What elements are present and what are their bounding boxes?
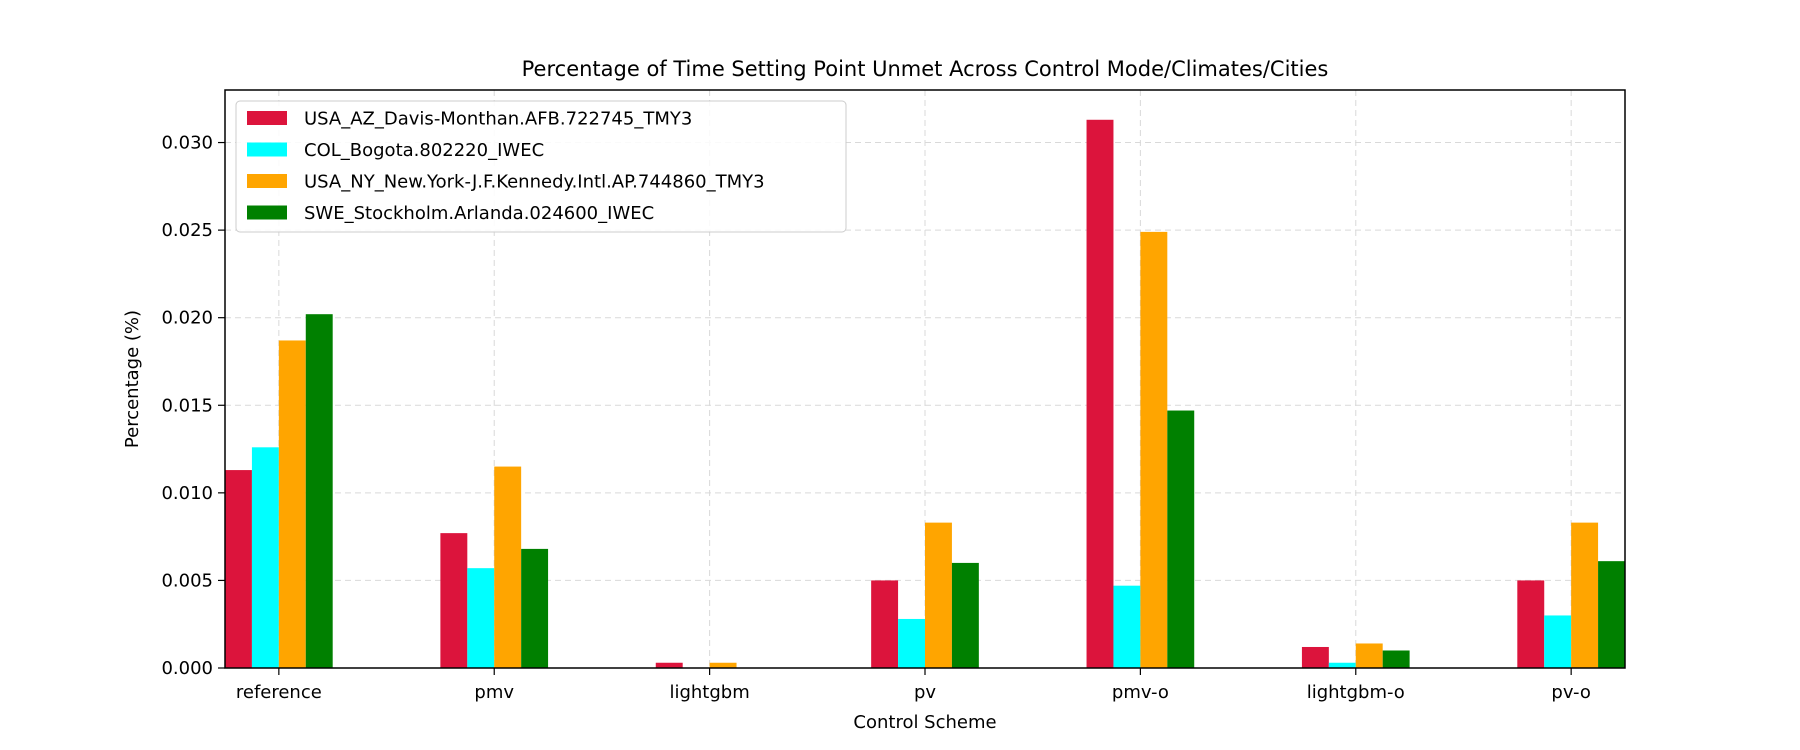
legend-swatch (247, 174, 287, 188)
legend-swatch (247, 142, 287, 157)
bar (1113, 585, 1141, 668)
x-axis-title: Control Scheme (853, 712, 996, 733)
bar (251, 447, 279, 668)
y-tick-label: 0.005 (161, 570, 213, 591)
bar (1167, 410, 1195, 668)
x-tick-label: pv-o (1551, 682, 1590, 703)
x-tick-label: pv (914, 682, 936, 703)
x-tick-label: lightgbm-o (1307, 682, 1405, 703)
bar (440, 533, 468, 668)
legend-label: SWE_Stockholm.Arlanda.024600_IWEC (304, 203, 654, 224)
y-axis: 0.000 0.005 0.010 0.015 0.020 0.025 0.030 (161, 133, 225, 679)
bar (1544, 615, 1572, 668)
bar (521, 548, 549, 668)
x-tick-label: lightgbm (669, 682, 749, 703)
legend: USA_AZ_Davis-Monthan.AFB.722745_TMY3 COL_… (235, 100, 847, 233)
bar (1140, 231, 1168, 668)
x-tick-label: pmv-o (1112, 682, 1169, 703)
y-tick-label: 0.020 (161, 308, 213, 329)
bar (1517, 580, 1545, 668)
bar (655, 662, 683, 668)
bar (951, 562, 979, 668)
y-tick-label: 0.010 (161, 483, 213, 504)
legend-label: USA_AZ_Davis-Monthan.AFB.722745_TMY3 (304, 109, 692, 130)
bar (1382, 650, 1410, 668)
bar (709, 662, 737, 668)
x-tick-label: reference (236, 682, 322, 703)
bar (225, 470, 252, 668)
bar (305, 314, 333, 668)
bar (467, 568, 495, 668)
bar (1598, 561, 1625, 668)
legend-label: USA_NY_New.York-J.F.Kennedy.Intl.AP.7448… (304, 172, 765, 193)
bar (1571, 522, 1599, 668)
bar (278, 340, 306, 668)
y-axis-title: Percentage (%) (122, 310, 143, 448)
legend-swatch (247, 205, 287, 220)
bar (1086, 119, 1114, 668)
x-axis: reference pmv lightgbm pv pmv-o lightgbm-o pv-… (236, 668, 1591, 703)
bar (1355, 643, 1383, 668)
y-tick-label: 0.000 (161, 658, 213, 679)
legend-label: COL_Bogota.802220_IWEC (304, 140, 544, 161)
x-tick-label: pmv (474, 682, 514, 703)
legend-box (235, 100, 847, 233)
bar (1301, 646, 1329, 668)
y-tick-label: 0.030 (161, 133, 213, 154)
bar (871, 580, 899, 668)
bar (494, 466, 522, 668)
chart-title: Percentage of Time Setting Point Unmet A… (522, 57, 1329, 81)
bar (898, 618, 925, 668)
y-tick-label: 0.025 (161, 220, 213, 241)
bar (1328, 662, 1356, 668)
legend-swatch (247, 111, 287, 125)
bars-layer (225, 119, 1625, 668)
y-tick-label: 0.015 (161, 395, 213, 416)
bar (925, 522, 952, 668)
